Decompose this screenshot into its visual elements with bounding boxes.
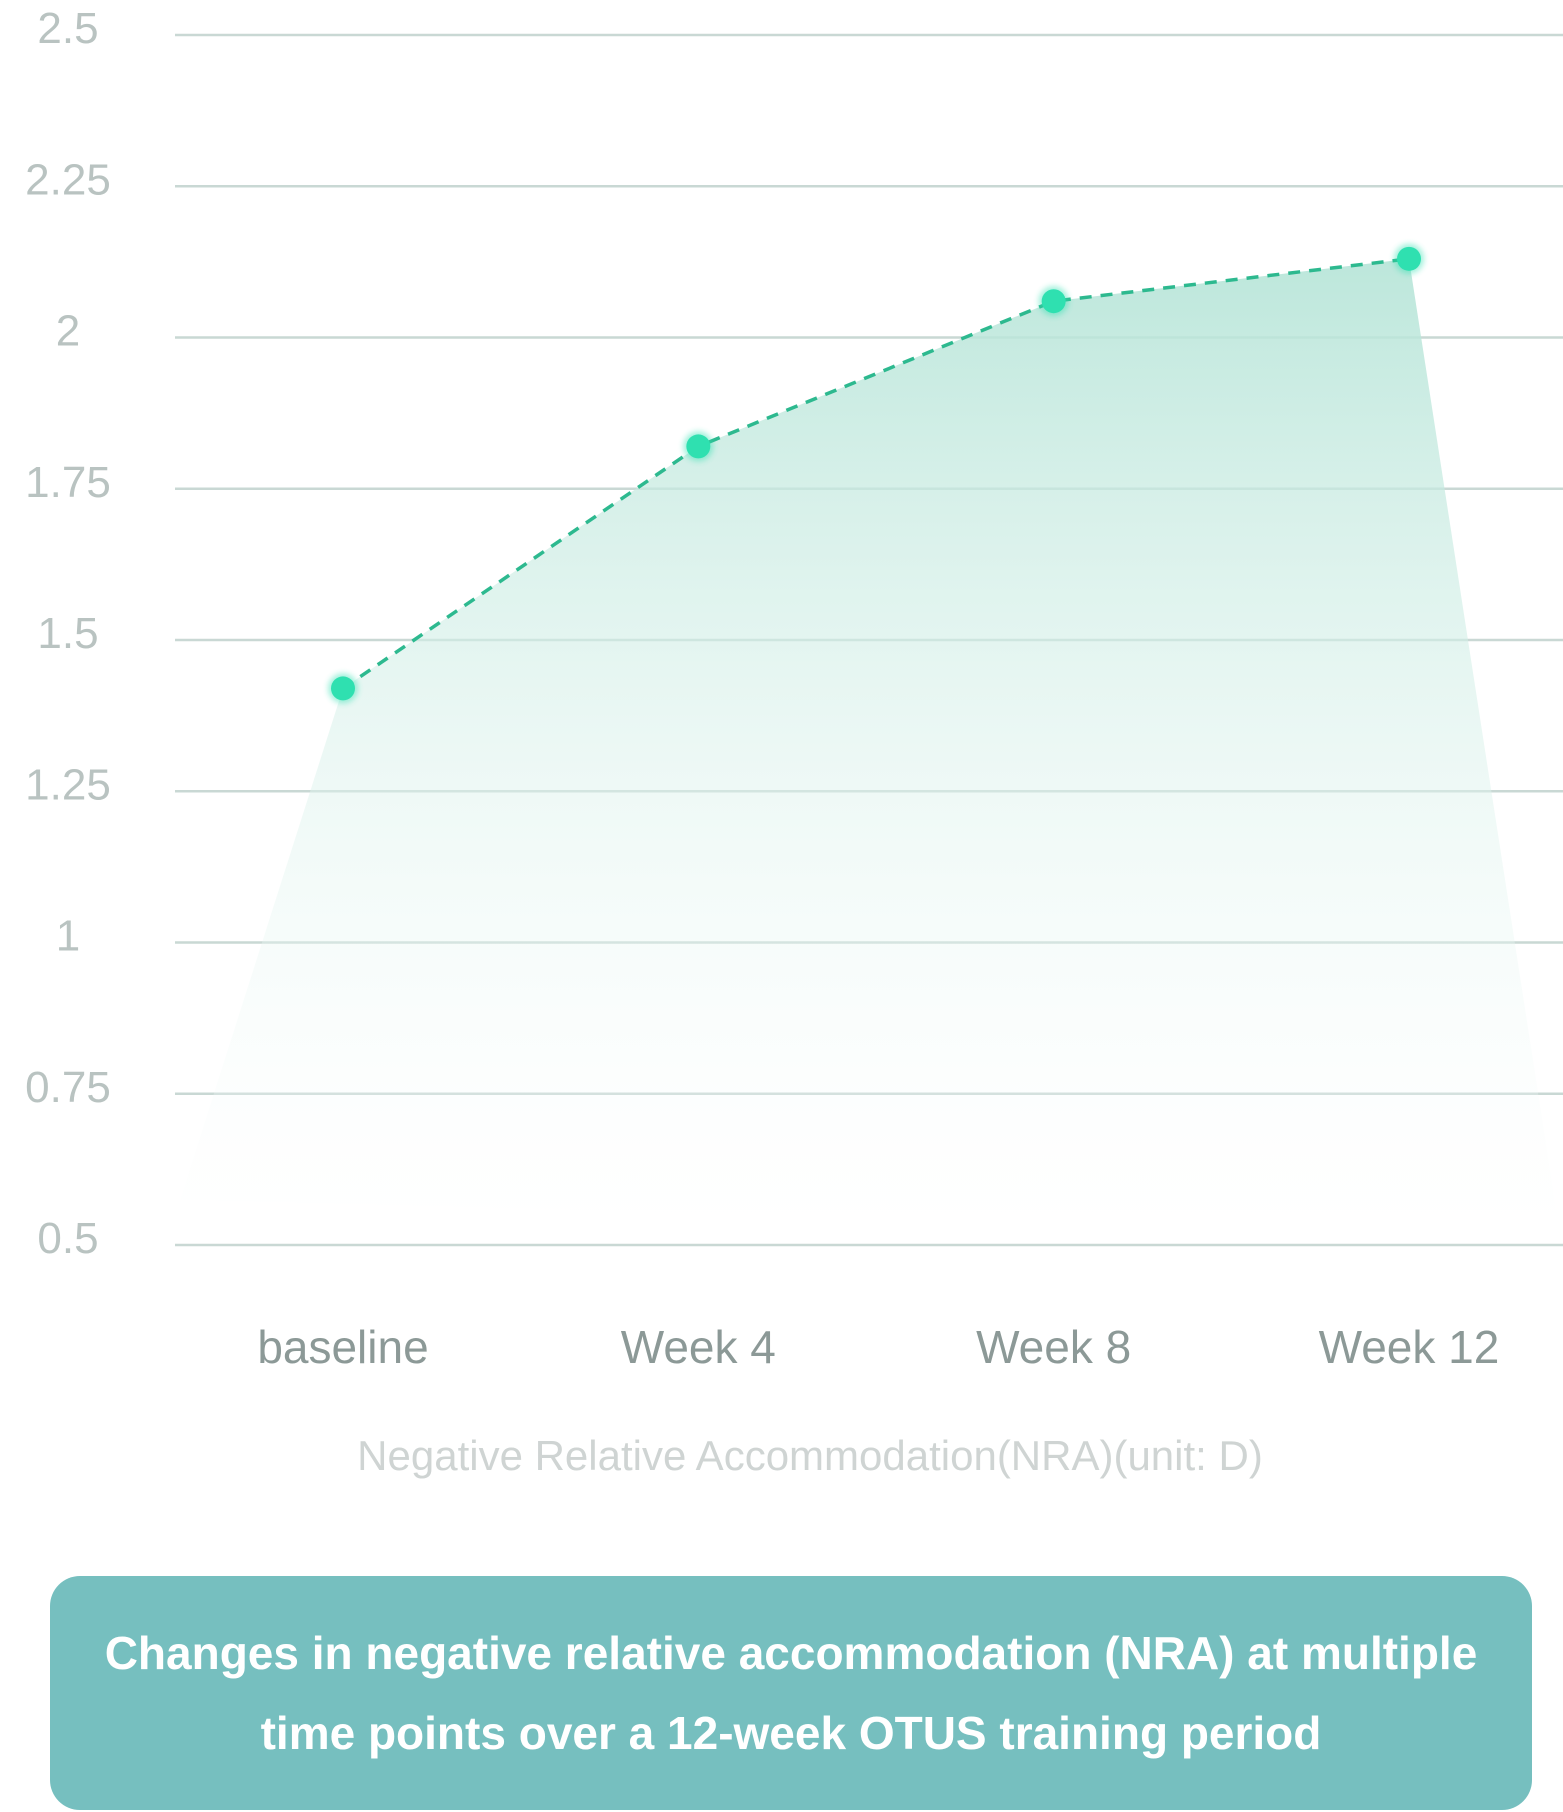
data-points [328, 243, 1424, 704]
series-area [180, 258, 1560, 1236]
y-tick-label: 2 [56, 307, 80, 356]
area-fill-layer [180, 258, 1560, 1236]
caption-line-2: time points over a 12-week OTUS training… [260, 1707, 1322, 1759]
data-point [1041, 289, 1066, 314]
caption-banner: Changes in negative relative accommodati… [50, 1576, 1532, 1810]
y-tick-label: 2.25 [25, 155, 111, 204]
y-tick-label: 0.5 [37, 1214, 98, 1263]
x-tick-label: baseline [257, 1321, 428, 1373]
y-axis-ticks: 2.5 2.25 2 1.75 1.5 1.25 1 0.75 0.5 [25, 4, 111, 1263]
series-line-layer [342, 257, 1410, 690]
data-point [686, 434, 711, 459]
x-tick-label: Week 12 [1319, 1321, 1500, 1373]
y-tick-label: 2.5 [37, 4, 98, 53]
y-tick-label: 0.75 [25, 1063, 111, 1112]
y-tick-label: 1.75 [25, 458, 111, 507]
caption-text: Changes in negative relative accommodati… [105, 1613, 1478, 1773]
caption-line-1: Changes in negative relative accommodati… [104, 1627, 1478, 1679]
x-tick-label: Week 8 [976, 1321, 1131, 1373]
series-line [342, 257, 1410, 690]
data-point [331, 676, 355, 701]
x-axis-ticks: baseline Week 4 Week 8 Week 12 [257, 1321, 1499, 1373]
y-tick-label: 1.5 [37, 609, 98, 658]
y-tick-label: 1.25 [25, 760, 111, 809]
x-axis-label: Negative Relative Accommodation(NRA)(uni… [357, 1432, 1263, 1479]
y-tick-label: 1 [56, 912, 80, 961]
x-tick-label: Week 4 [621, 1321, 776, 1373]
data-point [1397, 246, 1421, 271]
nra-chart: 2.5 2.25 2 1.75 1.5 1.25 1 0.75 0.5 baseline Week… [25, 4, 1563, 1479]
